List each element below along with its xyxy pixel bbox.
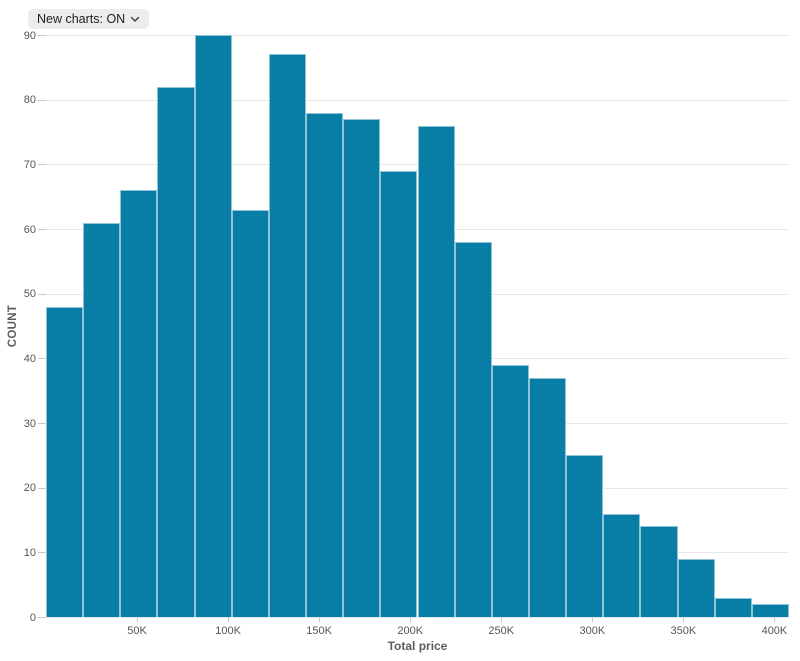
- y-tick-label: 10: [23, 546, 36, 559]
- y-tick-mark: [38, 617, 46, 618]
- x-tick-mark: [683, 617, 685, 622]
- histogram-bar[interactable]: [454, 241, 492, 617]
- histogram-bar[interactable]: [640, 526, 678, 617]
- histogram-bar[interactable]: [120, 190, 158, 617]
- x-tick-mark: [410, 617, 412, 622]
- y-tick-label: 60: [23, 223, 36, 236]
- y-tick-label: 30: [23, 417, 36, 430]
- y-axis-title: COUNT: [7, 304, 19, 348]
- y-gridline: [40, 35, 789, 36]
- y-tick-mark: [38, 164, 46, 166]
- y-tick-label: 0: [29, 611, 36, 624]
- y-tick-label: 80: [23, 94, 36, 107]
- y-tick-mark: [38, 99, 46, 101]
- new-charts-toggle[interactable]: New charts: ON: [28, 9, 150, 29]
- x-tick-label: 100K: [215, 625, 241, 637]
- y-tick-mark: [38, 293, 46, 295]
- histogram-bar[interactable]: [380, 170, 418, 617]
- histogram-bar[interactable]: [751, 604, 789, 617]
- y-tick-label: 70: [23, 158, 36, 171]
- chevron-down-icon: [130, 16, 140, 23]
- x-tick-label: 300K: [579, 625, 606, 637]
- y-tick-label: 90: [23, 29, 36, 42]
- x-tick-label: 350K: [670, 625, 697, 637]
- y-tick-mark: [38, 358, 46, 360]
- y-tick-label: 20: [23, 482, 36, 495]
- histogram-bar[interactable]: [566, 455, 604, 617]
- y-tick-label: 40: [23, 352, 36, 365]
- histogram-plot: 0 10 20 30 40 50 60 70 80 90 50K 100K 150K 200K 250K 3…: [7, 30, 789, 653]
- x-tick-mark: [319, 617, 321, 622]
- x-tick-label: 50K: [127, 625, 147, 637]
- histogram-bar[interactable]: [83, 222, 121, 617]
- y-tick-mark: [38, 229, 46, 230]
- histogram-bar[interactable]: [306, 112, 344, 617]
- histogram-bar[interactable]: [194, 35, 232, 617]
- x-tick-mark: [592, 617, 594, 622]
- y-tick-mark: [38, 423, 46, 424]
- histogram-bar[interactable]: [46, 306, 84, 617]
- histogram-bar[interactable]: [343, 119, 381, 617]
- y-gridline: [40, 99, 789, 101]
- y-gridline: [40, 617, 789, 618]
- y-tick-label: 50: [23, 288, 36, 301]
- x-tick-label: 400K: [761, 625, 788, 637]
- y-tick-mark: [38, 35, 46, 36]
- histogram-bar[interactable]: [231, 209, 269, 617]
- histogram-bar[interactable]: [603, 513, 641, 617]
- histogram-bar[interactable]: [714, 597, 752, 617]
- x-tick-label: 150K: [306, 625, 333, 637]
- new-charts-toggle-label: New charts: ON: [37, 12, 126, 26]
- y-gridline: [40, 164, 789, 166]
- histogram-bar[interactable]: [528, 377, 567, 617]
- histogram-bar[interactable]: [491, 364, 529, 617]
- y-tick-mark: [38, 552, 46, 554]
- y-tick-mark: [38, 487, 46, 489]
- x-tick-mark: [137, 617, 139, 622]
- x-tick-mark: [774, 617, 776, 622]
- x-tick-label: 200K: [397, 625, 424, 637]
- histogram-bar[interactable]: [677, 558, 715, 617]
- x-tick-mark: [501, 617, 503, 622]
- x-tick-label: 250K: [488, 625, 515, 637]
- x-tick-mark: [228, 617, 230, 622]
- x-axis-title: Total price: [387, 639, 448, 653]
- histogram-bar[interactable]: [417, 125, 455, 617]
- histogram-bar[interactable]: [157, 86, 195, 617]
- histogram-bar[interactable]: [268, 54, 307, 617]
